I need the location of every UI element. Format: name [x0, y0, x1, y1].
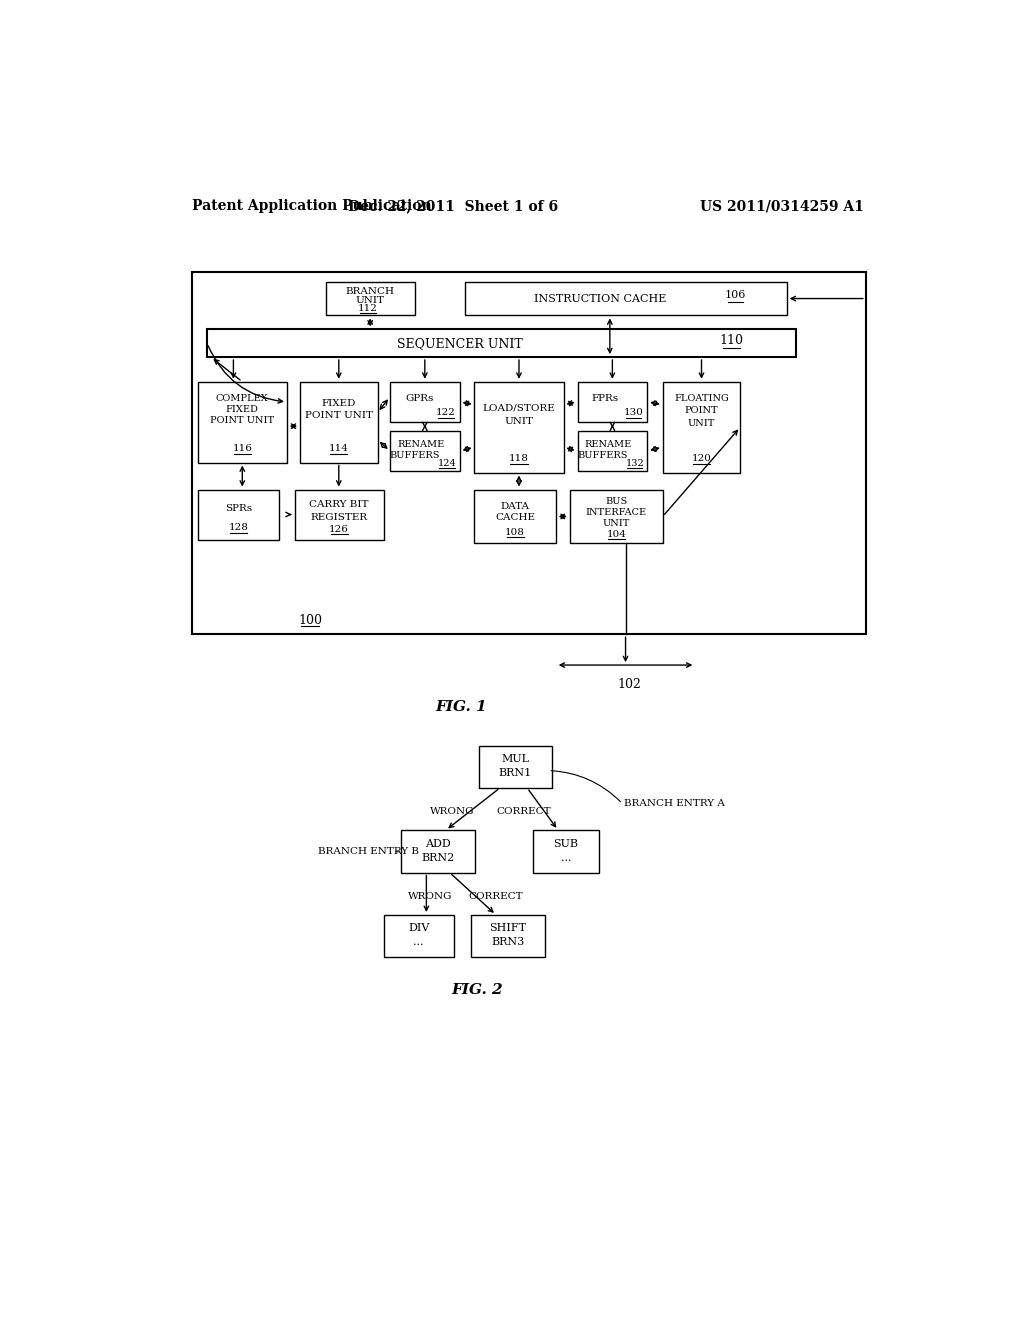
Text: BRN1: BRN1 [499, 768, 532, 777]
Text: Dec. 22, 2011  Sheet 1 of 6: Dec. 22, 2011 Sheet 1 of 6 [348, 199, 558, 213]
Bar [471, 915, 545, 957]
Text: MUL: MUL [502, 754, 529, 764]
Text: BRANCH ENTRY B: BRANCH ENTRY B [317, 847, 419, 855]
Text: UNIT: UNIT [355, 297, 385, 305]
Text: WRONG: WRONG [430, 807, 474, 816]
Text: FIG. 2: FIG. 2 [451, 983, 503, 997]
Text: WRONG: WRONG [408, 891, 453, 900]
Bar [295, 490, 384, 540]
Text: 124: 124 [438, 459, 457, 467]
Text: BUS: BUS [605, 498, 628, 507]
Text: FPRs: FPRs [592, 393, 618, 403]
Text: INSTRUCTION CACHE: INSTRUCTION CACHE [535, 293, 667, 304]
Text: 118: 118 [509, 454, 529, 463]
Text: US 2011/0314259 A1: US 2011/0314259 A1 [700, 199, 864, 213]
Text: CORRECT: CORRECT [469, 891, 523, 900]
Text: FIXED: FIXED [322, 399, 356, 408]
Bar [578, 381, 647, 422]
Text: UNIT: UNIT [602, 519, 630, 528]
Bar [198, 490, 280, 540]
Text: BRN2: BRN2 [421, 853, 455, 862]
Text: 108: 108 [505, 528, 525, 537]
Text: RENAME: RENAME [397, 441, 444, 449]
Bar [390, 430, 460, 471]
Text: BUFFERS: BUFFERS [390, 451, 440, 461]
Text: ...: ... [560, 853, 571, 862]
Text: CACHE: CACHE [496, 513, 536, 523]
Text: BRANCH ENTRY A: BRANCH ENTRY A [624, 799, 725, 808]
Text: SPRs: SPRs [225, 504, 252, 513]
Text: CORRECT: CORRECT [496, 807, 551, 816]
Text: 128: 128 [228, 524, 249, 532]
Text: 130: 130 [624, 408, 643, 417]
Bar [465, 281, 786, 315]
Bar [478, 746, 552, 788]
Bar [401, 830, 475, 873]
Bar [384, 915, 454, 957]
Text: GPRs: GPRs [406, 393, 433, 403]
Bar [198, 381, 287, 462]
Text: FLOATING: FLOATING [674, 395, 729, 403]
Text: 122: 122 [436, 408, 456, 417]
Text: REGISTER: REGISTER [310, 512, 368, 521]
Text: CARRY BIT: CARRY BIT [309, 500, 369, 510]
Text: FIXED: FIXED [226, 405, 259, 414]
Text: ADD: ADD [425, 838, 451, 849]
Bar [300, 381, 378, 462]
Text: LOAD/STORE: LOAD/STORE [482, 404, 555, 412]
Bar [569, 490, 663, 544]
Text: DATA: DATA [501, 502, 529, 511]
Bar [663, 381, 740, 473]
Text: ...: ... [414, 937, 424, 948]
Text: 102: 102 [617, 677, 641, 690]
Text: 126: 126 [330, 525, 349, 535]
Text: 100: 100 [298, 614, 323, 627]
Text: FIG. 1: FIG. 1 [435, 701, 487, 714]
Text: BUFFERS: BUFFERS [578, 451, 628, 461]
Text: Patent Application Publication: Patent Application Publication [191, 199, 431, 213]
Text: COMPLEX: COMPLEX [216, 395, 268, 403]
Text: SEQUENCER UNIT: SEQUENCER UNIT [397, 337, 523, 350]
Text: 104: 104 [606, 529, 627, 539]
Text: RENAME: RENAME [585, 441, 632, 449]
Bar [532, 830, 599, 873]
Bar [326, 281, 415, 315]
Text: 110: 110 [719, 334, 743, 347]
Text: 114: 114 [329, 445, 349, 453]
Text: SUB: SUB [553, 838, 579, 849]
Text: INTERFACE: INTERFACE [586, 508, 647, 517]
Bar [207, 330, 796, 358]
Bar [474, 490, 556, 544]
Bar [390, 381, 460, 422]
Text: POINT UNIT: POINT UNIT [305, 411, 373, 420]
Text: 106: 106 [725, 290, 745, 301]
Bar [474, 381, 563, 473]
Text: POINT: POINT [685, 407, 718, 416]
Text: 112: 112 [358, 304, 378, 313]
Text: 120: 120 [691, 454, 712, 463]
Text: 116: 116 [232, 445, 252, 453]
Text: UNIT: UNIT [505, 417, 534, 426]
Text: DIV: DIV [408, 924, 429, 933]
Bar [578, 430, 647, 471]
Text: BRN3: BRN3 [492, 937, 524, 948]
Text: SHIFT: SHIFT [489, 924, 526, 933]
Text: 132: 132 [626, 459, 644, 467]
Text: UNIT: UNIT [688, 418, 715, 428]
Text: POINT UNIT: POINT UNIT [210, 416, 274, 425]
Bar [191, 272, 866, 635]
Text: BRANCH: BRANCH [346, 288, 394, 296]
